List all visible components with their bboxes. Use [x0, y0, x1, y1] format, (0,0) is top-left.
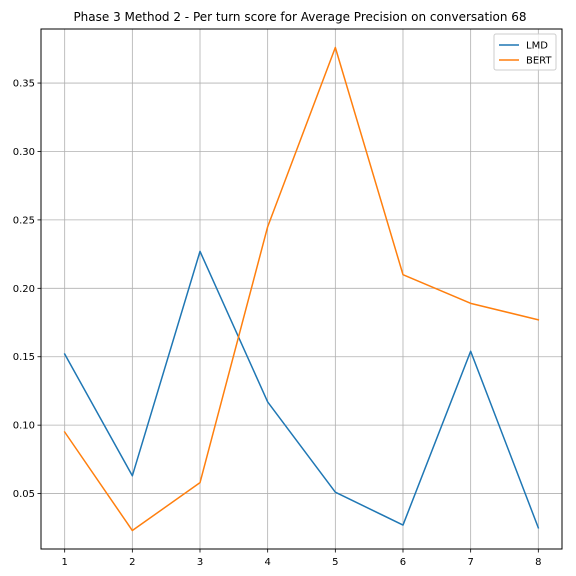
plot-area-frame: [40, 28, 563, 550]
series-line-lmd: [63, 250, 540, 529]
y-tick-label: 0.30: [13, 147, 35, 158]
x-tick-label: 6: [400, 557, 406, 568]
x-tick-label: 8: [535, 557, 541, 568]
x-tick-label: 3: [197, 557, 203, 568]
series-line-bert: [63, 46, 540, 532]
grid-lines: [41, 29, 562, 549]
x-tick-label: 5: [332, 557, 338, 568]
series-lines: [63, 46, 540, 532]
y-tick-label: 0.15: [13, 352, 35, 363]
x-tick-label: 2: [129, 557, 135, 568]
y-tick-label: 0.25: [13, 215, 35, 226]
legend-label-bert: BERT: [526, 56, 552, 67]
y-tick-label: 0.35: [13, 79, 35, 90]
y-tick-label: 0.05: [13, 489, 35, 500]
axis-ticks: 1 2 3 4 5 6 7 8 0.05 0.10 0.15 0.20 0.25 0.30 0.35: [13, 79, 542, 568]
chart-title: Phase 3 Method 2 - Per turn score for Av…: [73, 10, 526, 24]
legend-label-lmd: LMD: [526, 41, 548, 52]
x-tick-label: 7: [467, 557, 473, 568]
x-tick-label: 4: [264, 557, 270, 568]
x-tick-label: 1: [61, 557, 67, 568]
legend-box: [493, 33, 557, 71]
y-tick-label: 0.20: [13, 284, 35, 295]
y-tick-label: 0.10: [13, 421, 35, 432]
legend: LMD BERT: [493, 33, 557, 71]
